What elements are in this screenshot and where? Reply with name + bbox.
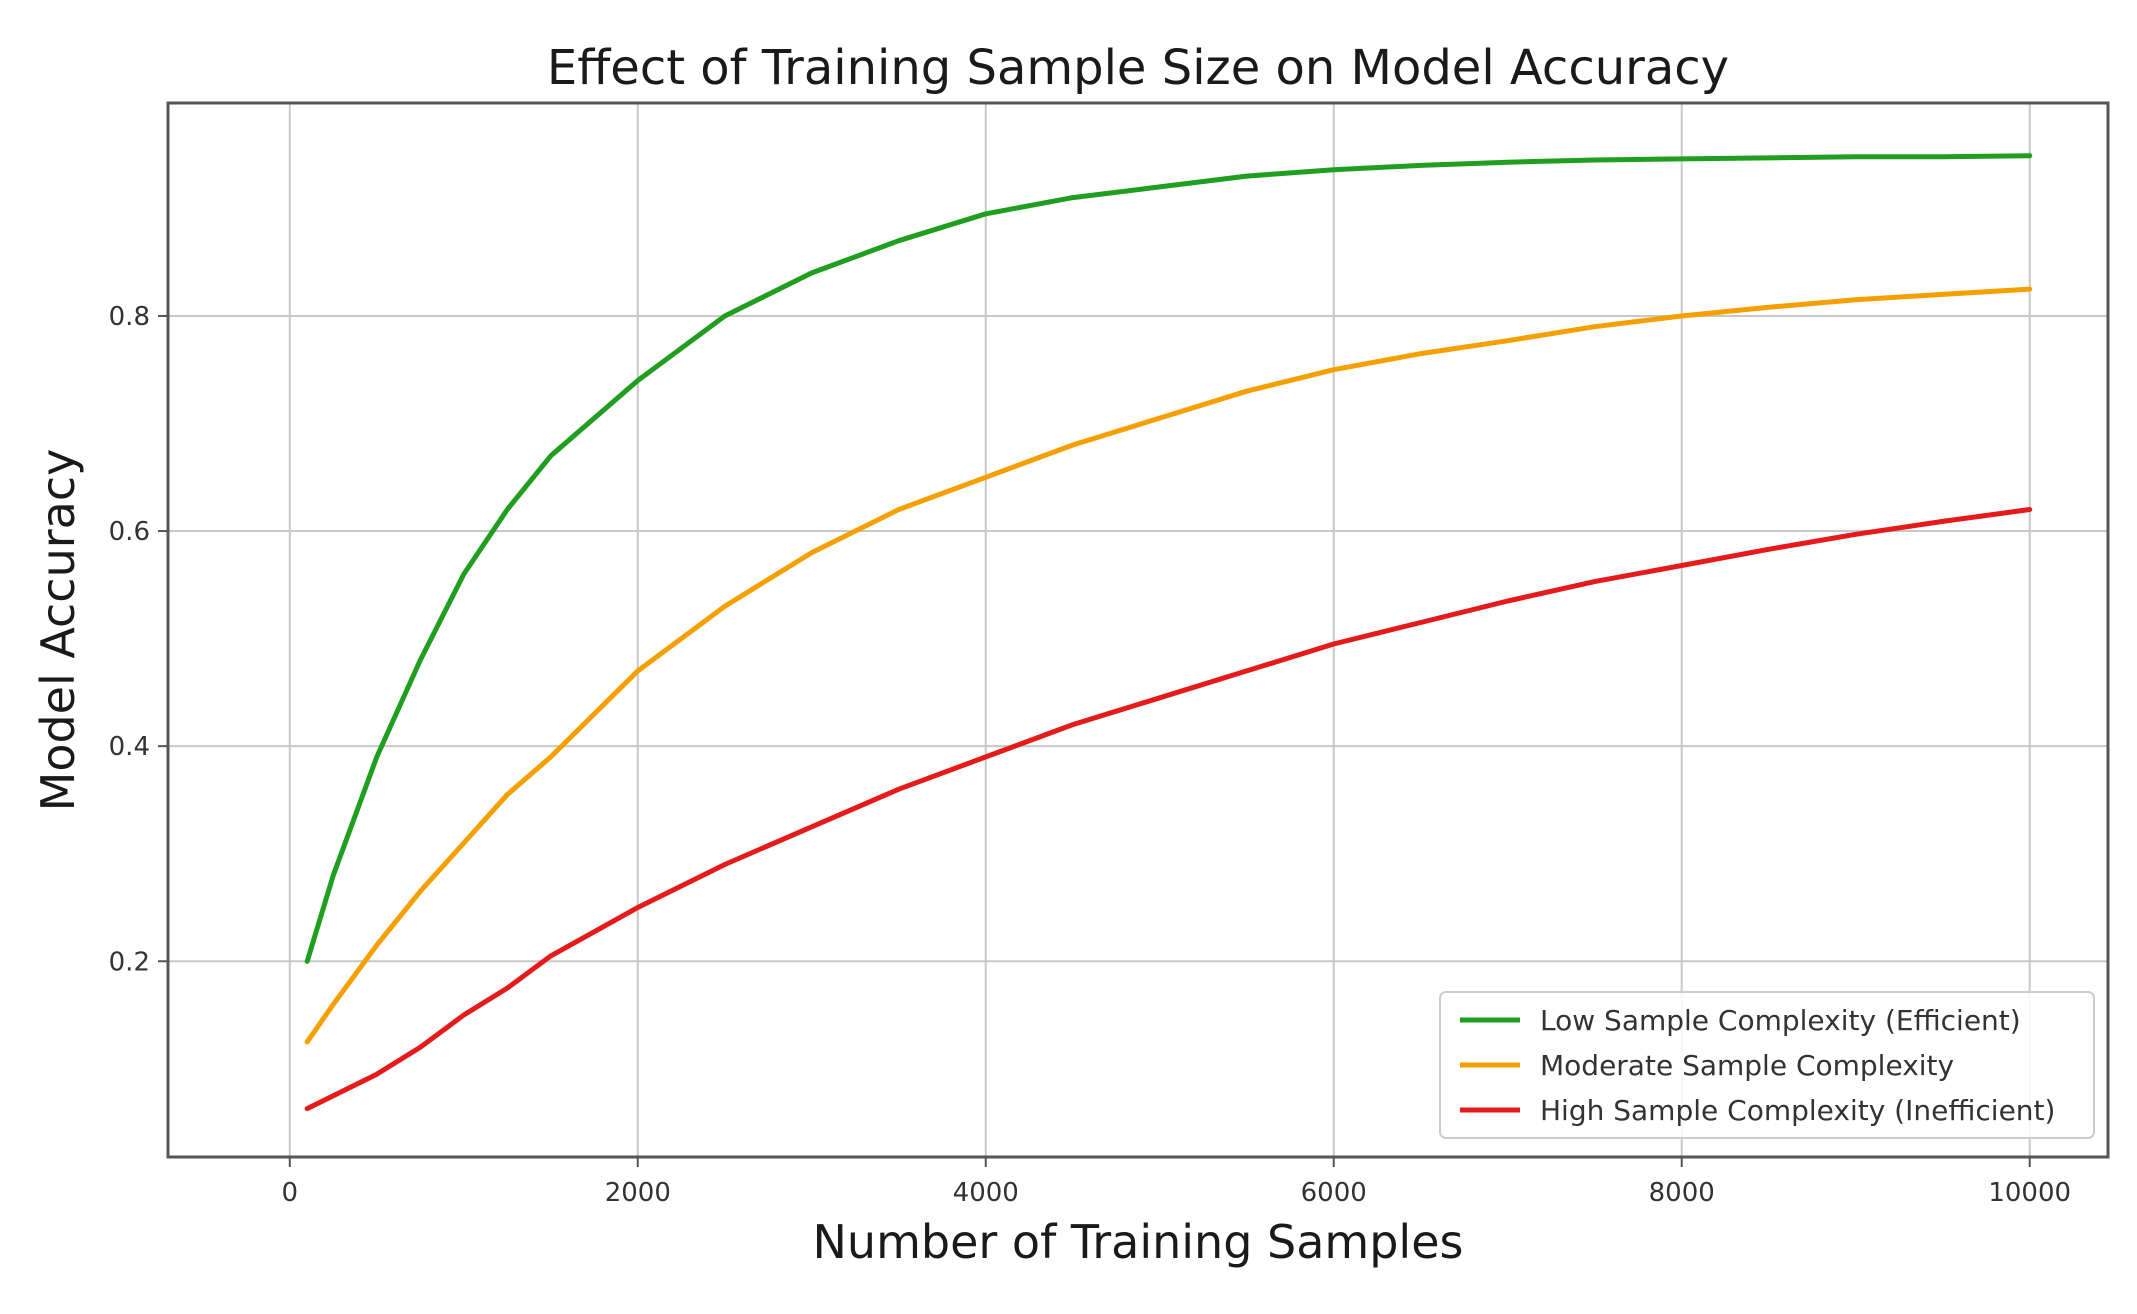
x-tick-label: 8000: [1649, 1178, 1715, 1208]
series-line-3: [304, 507, 2033, 1112]
plot-frame: [166, 101, 2110, 1159]
y-tick-label: 0.4: [109, 732, 150, 762]
legend-item: Moderate Sample Complexity: [1460, 1049, 1954, 1082]
x-tick-label: 6000: [1301, 1178, 1367, 1208]
x-tick-label: 0: [282, 1178, 299, 1208]
y-tick-label: 0.2: [109, 947, 150, 977]
series-line-1: [304, 153, 2033, 964]
y-tick-label: 0.6: [109, 517, 150, 547]
legend-label: Low Sample Complexity (Efficient): [1540, 1004, 2021, 1037]
x-tick-label: 10000: [1988, 1178, 2071, 1208]
legend: Low Sample Complexity (Efficient) Moderat…: [1439, 991, 2095, 1139]
axis-ticks: 0 2000 4000 6000 8000 10000 0.2 0.4 0.6 0.8: [109, 302, 2071, 1208]
x-tick-label: 2000: [605, 1178, 671, 1208]
legend-item: High Sample Complexity (Inefficient): [1460, 1094, 2055, 1127]
series-lines: [304, 153, 2033, 1112]
series-line-2: [304, 286, 2033, 1045]
legend-box: [1439, 991, 2095, 1139]
x-tick-label: 4000: [953, 1178, 1019, 1208]
y-axis-label: Model Accuracy: [31, 449, 85, 812]
x-axis-label: Number of Training Samples: [813, 1215, 1464, 1269]
legend-item: Low Sample Complexity (Efficient): [1460, 1004, 2021, 1037]
legend-label: High Sample Complexity (Inefficient): [1540, 1094, 2055, 1127]
legend-label: Moderate Sample Complexity: [1540, 1049, 1954, 1082]
y-tick-label: 0.8: [109, 302, 150, 332]
chart-title: Effect of Training Sample Size on Model …: [547, 40, 1729, 96]
gridlines: [168, 103, 2108, 1157]
